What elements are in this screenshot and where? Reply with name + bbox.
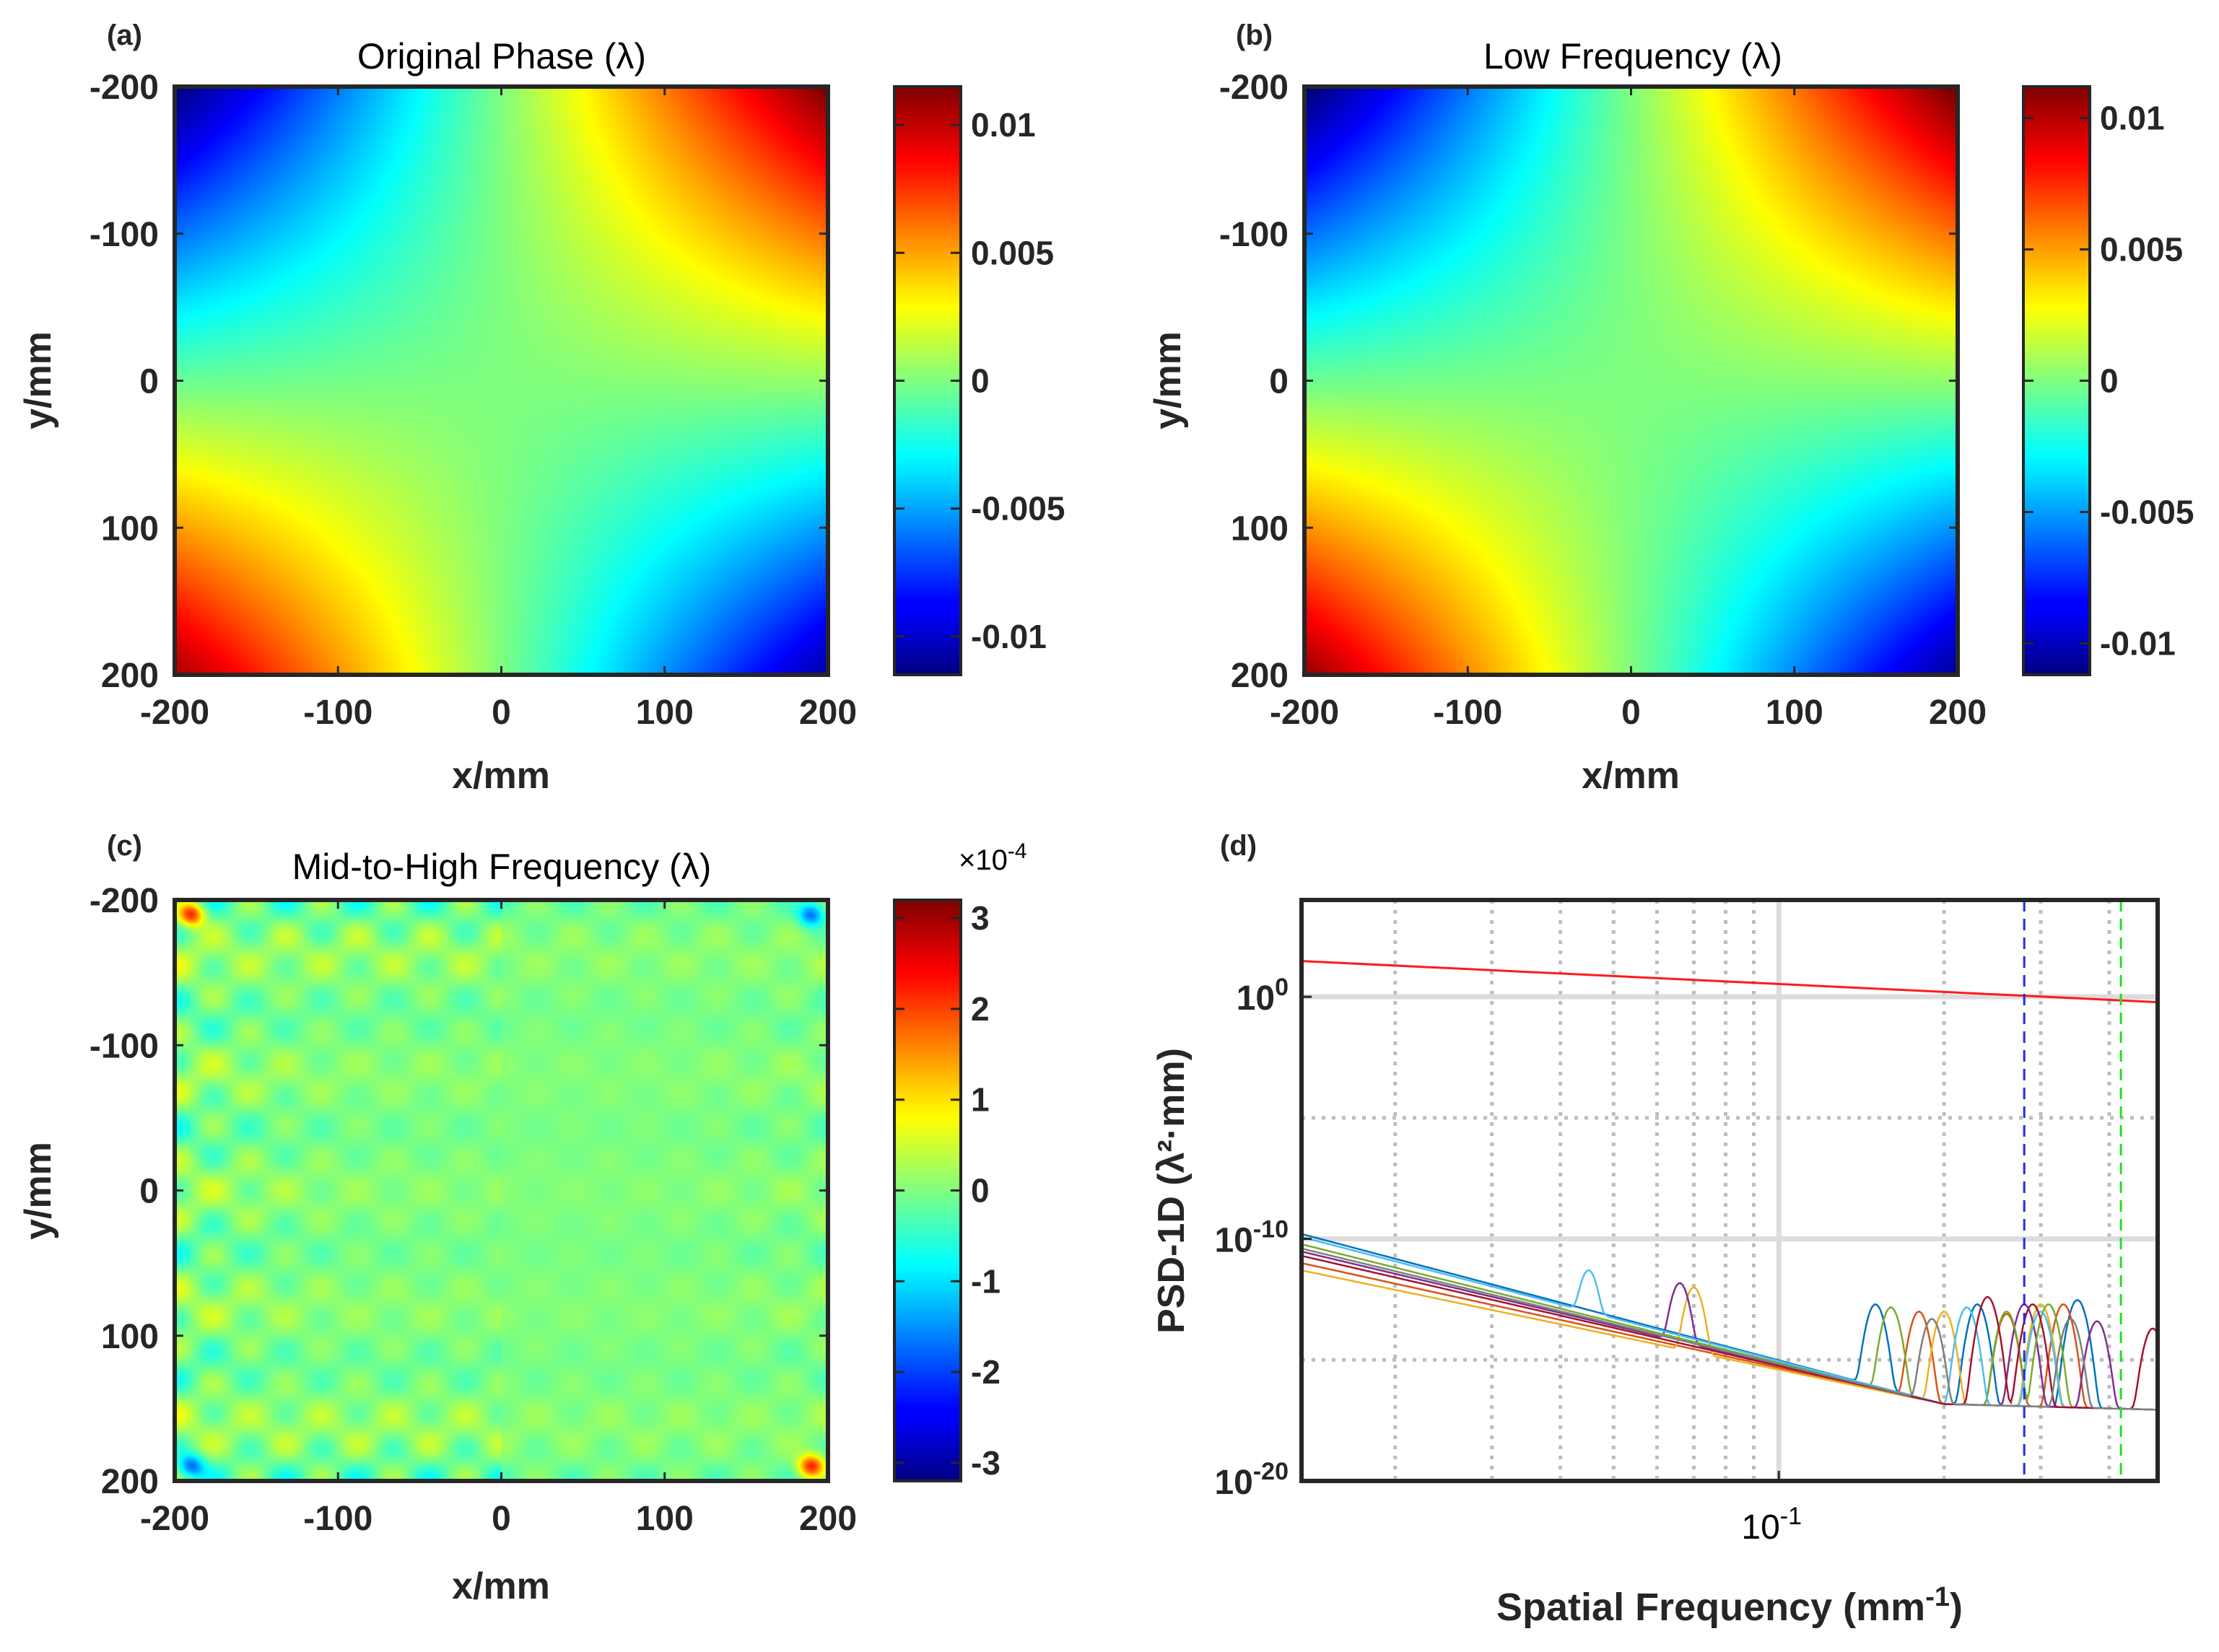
plot-frame-d xyxy=(1299,898,2160,1483)
y-tick-label: -200 xyxy=(90,882,159,920)
y-tick-label: 200 xyxy=(1231,657,1289,695)
heatmap-b xyxy=(1304,87,1958,675)
y-tick-label: -100 xyxy=(90,216,159,254)
colorbar-b xyxy=(2022,85,2091,676)
colorbar-tick-label: 0.01 xyxy=(2100,100,2165,137)
x-tick-label: -100 xyxy=(303,694,372,732)
y-axis-label-b: y/mm xyxy=(1147,331,1189,429)
x-tick-label: 0 xyxy=(492,1500,511,1538)
colorbar-tick-label: 0 xyxy=(2100,362,2119,400)
heatmap-c xyxy=(175,900,828,1481)
colorbar-tick-label: -1 xyxy=(971,1262,1000,1300)
y-axis-label-c: y/mm xyxy=(17,1142,59,1240)
y-tick-label: 0 xyxy=(139,1173,159,1211)
panel-label-b: (b) xyxy=(1236,19,1273,51)
y-tick-label: 200 xyxy=(101,657,159,695)
x-tick-label: 100 xyxy=(636,1500,694,1538)
colorbar-tick-label: 2 xyxy=(971,990,990,1028)
exponent-power: -4 xyxy=(1008,839,1027,863)
psd-series-line xyxy=(1301,1247,2158,1411)
x-tick-label: 100 xyxy=(1766,694,1823,732)
colorbar-tick-label: -0.01 xyxy=(971,618,1047,655)
x-axis-label-a: x/mm xyxy=(452,755,550,797)
colorbar-tick-label: 0 xyxy=(971,362,990,400)
panel-title-b: Low Frequency (λ) xyxy=(1483,36,1782,77)
colorbar-tick-label: -0.01 xyxy=(2100,624,2176,662)
y-tick-label: -200 xyxy=(1219,69,1289,107)
x-tick-label: 200 xyxy=(1929,694,1987,732)
y-tick-label: -100 xyxy=(90,1027,159,1065)
y-axis-label-d: PSD-1D (λ²·mm) xyxy=(1151,1048,1193,1334)
y-tick-label: 100 xyxy=(101,1318,159,1356)
panel-b: (b) Low Frequency (λ) -200 -100 0 100 200-20… xyxy=(1147,19,2194,797)
x-tick-label: 10-1 xyxy=(1741,1503,1802,1547)
exponent-base: ×10 xyxy=(959,844,1008,876)
colorbar-tick-label: -2 xyxy=(971,1353,1000,1391)
y-tick-label: 0 xyxy=(1269,363,1289,401)
colorbar-ticks-a: -0.01 -0.005 0 0.005 0.01 xyxy=(894,106,1065,655)
x-tick-label: -100 xyxy=(303,1500,372,1538)
colorbar-tick-label: 3 xyxy=(971,899,990,937)
x-tick-label: -200 xyxy=(1270,694,1339,732)
y-tick-label: 10-10 xyxy=(1214,1216,1289,1260)
x-tick-label: 200 xyxy=(799,1500,857,1538)
x-tick-label: 0 xyxy=(1621,694,1641,732)
psd-series-line xyxy=(1301,1254,2159,1410)
psd-series xyxy=(1301,900,2159,1481)
x-tick-label: -200 xyxy=(140,694,209,732)
y-tick-label: 100 xyxy=(1237,974,1289,1018)
panel-a: (a) Original Phase (λ) -200 -100 0 100 200-2… xyxy=(17,19,1065,797)
colorbar-ticks-c: -3 -2 -1 0 1 2 3 xyxy=(894,899,1000,1482)
panel-label-a: (a) xyxy=(107,19,142,51)
y-tick-label: 200 xyxy=(101,1463,159,1501)
panel-label-d: (d) xyxy=(1220,830,1257,862)
panel-d: (d) 10-1 100 10-10 10-20 Spatial Frequency … xyxy=(1151,830,2160,1629)
psd-series-line xyxy=(1301,1243,2158,1411)
panel-c: (c) Mid-to-High Frequency (λ) -200 -100 0 1… xyxy=(17,830,1027,1607)
axis-ticks-d: 10-1 100 10-10 10-20 xyxy=(1214,974,1802,1547)
y-tick-label: 100 xyxy=(1231,510,1289,548)
panel-title-a: Original Phase (λ) xyxy=(357,36,646,77)
y-tick-label: -200 xyxy=(90,69,159,107)
x-axis-label-b: x/mm xyxy=(1582,755,1680,797)
y-tick-label: 100 xyxy=(101,510,159,548)
colorbar-tick-label: 0.005 xyxy=(971,234,1054,271)
colorbar-ticks-b: -0.01 -0.005 0 0.005 0.01 xyxy=(2023,100,2194,662)
reference-line xyxy=(1301,960,2158,1004)
y-tick-label: 10-20 xyxy=(1214,1458,1289,1502)
colorbar-tick-label: -0.005 xyxy=(971,490,1065,528)
x-tick-label: 200 xyxy=(799,694,857,732)
colorbar-tick-label: 1 xyxy=(971,1081,990,1119)
panel-label-c: (c) xyxy=(107,830,142,862)
colorbar-tick-label: 0 xyxy=(971,1172,990,1210)
colorbar-tick-label: 0.005 xyxy=(2100,231,2183,268)
x-axis-label-d: Spatial Frequency (mm-1) xyxy=(1496,1582,1963,1629)
x-tick-label: 0 xyxy=(492,694,511,732)
colorbar-tick-label: -3 xyxy=(971,1444,1000,1482)
x-tick-label: -100 xyxy=(1433,694,1502,732)
colorbar-a xyxy=(893,85,962,676)
x-tick-label: 100 xyxy=(636,694,694,732)
y-tick-label: -100 xyxy=(1219,216,1289,254)
x-tick-label: -200 xyxy=(140,1500,209,1538)
y-axis-label-a: y/mm xyxy=(17,331,59,429)
heatmap-a xyxy=(175,87,828,675)
colorbar-exponent-c: ×10-4 xyxy=(959,839,1027,876)
y-tick-label: 0 xyxy=(139,363,159,401)
x-axis-label-c: x/mm xyxy=(452,1565,550,1607)
colorbar-tick-label: -0.005 xyxy=(2100,493,2194,530)
colorbar-c xyxy=(893,899,962,1482)
panel-title-c: Mid-to-High Frequency (λ) xyxy=(292,847,712,887)
colorbar-tick-label: 0.01 xyxy=(971,106,1036,144)
